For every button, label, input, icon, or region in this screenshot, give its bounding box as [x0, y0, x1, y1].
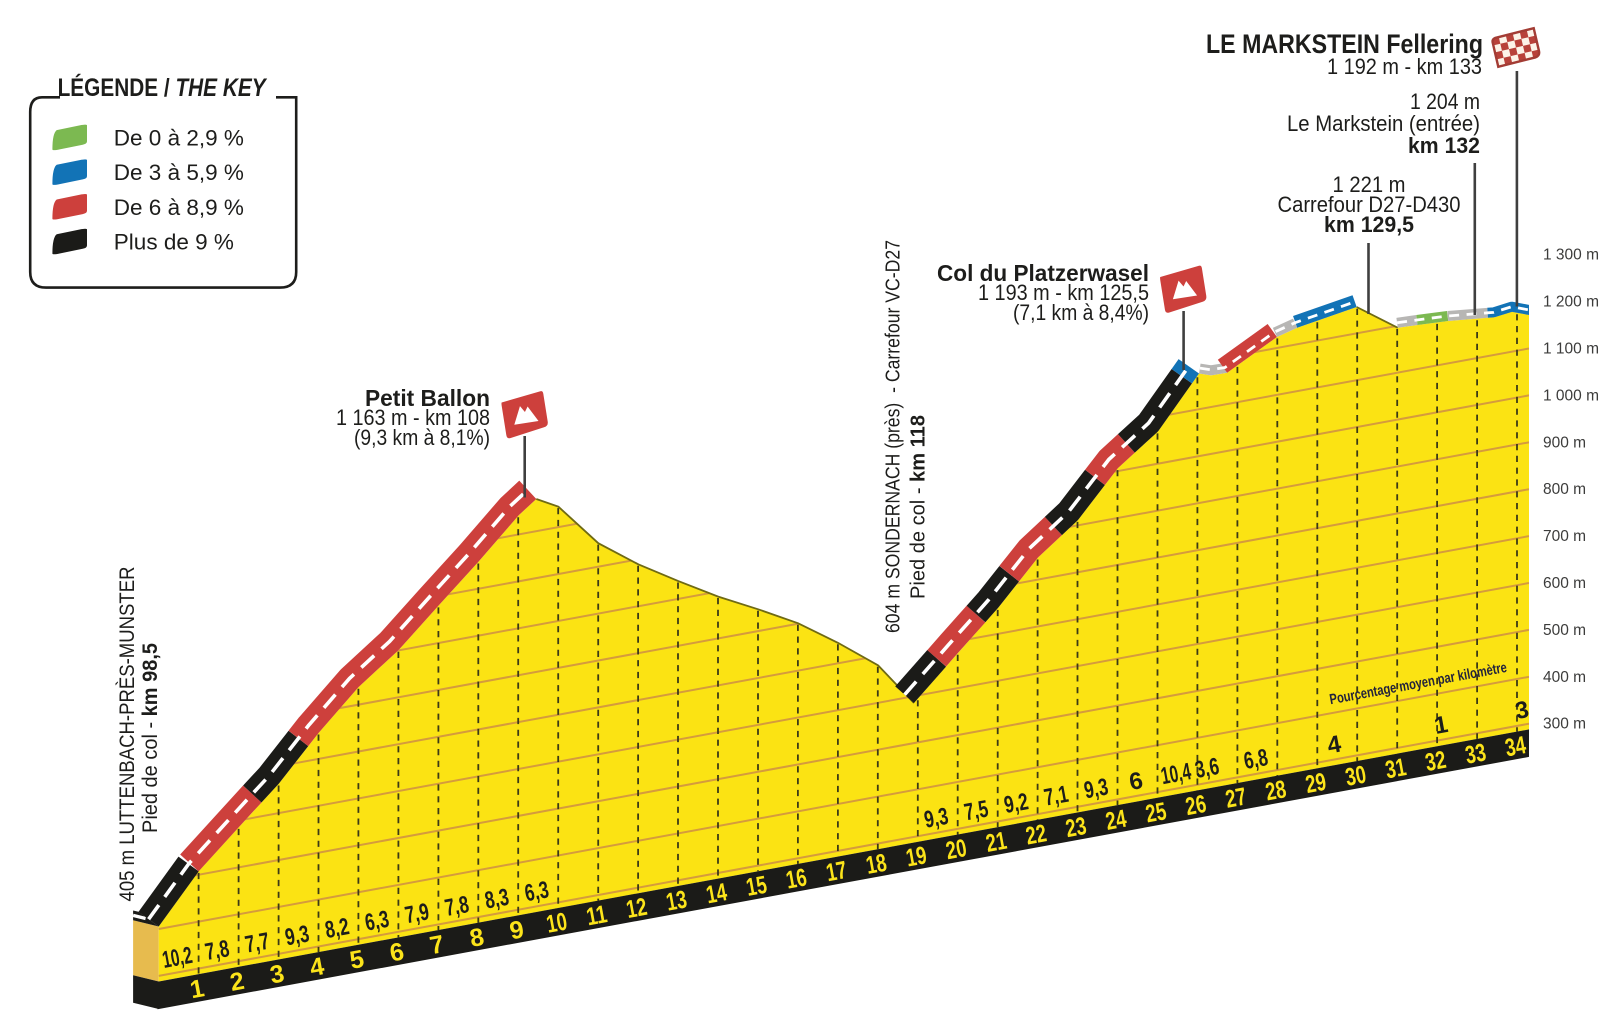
- svg-text:405 m LUTTENBACH-PRÈS-MUNSTER: 405 m LUTTENBACH-PRÈS-MUNSTER: [116, 567, 139, 902]
- svg-text:6,8: 6,8: [1242, 744, 1270, 775]
- svg-text:34: 34: [1503, 731, 1528, 762]
- svg-text:km 129,5: km 129,5: [1324, 212, 1414, 237]
- svg-text:26: 26: [1183, 790, 1208, 821]
- svg-text:27: 27: [1223, 783, 1248, 814]
- svg-text:16: 16: [784, 863, 809, 894]
- svg-text:Le Markstein (entrée): Le Markstein (entrée): [1287, 111, 1480, 136]
- svg-text:10,2: 10,2: [160, 942, 194, 974]
- svg-text:6,3: 6,3: [523, 876, 551, 907]
- svg-text:3: 3: [268, 960, 287, 990]
- svg-text:10: 10: [544, 908, 569, 939]
- svg-text:Pied de col - km 98,5: Pied de col - km 98,5: [139, 643, 162, 833]
- svg-text:De 3 à 5,9 %: De 3 à 5,9 %: [114, 160, 244, 185]
- svg-text:4: 4: [1325, 730, 1344, 759]
- svg-text:18: 18: [864, 849, 889, 880]
- svg-text:Plus de 9 %: Plus de 9 %: [114, 230, 234, 255]
- svg-text:8: 8: [467, 923, 486, 953]
- svg-text:3,6: 3,6: [1193, 753, 1221, 784]
- svg-text:7,8: 7,8: [443, 891, 471, 922]
- svg-text:400 m: 400 m: [1543, 669, 1586, 686]
- svg-text:1 000 m: 1 000 m: [1543, 387, 1599, 404]
- svg-text:De 0 à 2,9 %: De 0 à 2,9 %: [114, 125, 244, 150]
- svg-text:1: 1: [1432, 711, 1450, 740]
- svg-text:9: 9: [507, 915, 526, 945]
- svg-text:7,7: 7,7: [243, 928, 271, 959]
- svg-text:1: 1: [188, 974, 207, 1004]
- svg-text:800 m: 800 m: [1543, 481, 1586, 498]
- svg-text:7,9: 7,9: [403, 898, 431, 929]
- svg-text:(7,1 km à 8,4%): (7,1 km à 8,4%): [1013, 300, 1149, 325]
- svg-text:33: 33: [1463, 738, 1488, 769]
- svg-text:Pied de col - km 118: Pied de col - km 118: [908, 415, 930, 599]
- svg-text:29: 29: [1303, 768, 1328, 799]
- svg-text:9,3: 9,3: [283, 920, 311, 951]
- svg-text:km 132: km 132: [1408, 133, 1480, 158]
- svg-text:24: 24: [1103, 805, 1128, 836]
- svg-text:6,3: 6,3: [363, 906, 391, 937]
- svg-text:8,3: 8,3: [483, 884, 511, 915]
- svg-text:6: 6: [1127, 767, 1145, 796]
- svg-text:1 221 m: 1 221 m: [1333, 172, 1406, 197]
- svg-text:Col du Platzerwasel: Col du Platzerwasel: [937, 260, 1149, 286]
- svg-text:1 200 m: 1 200 m: [1543, 294, 1599, 311]
- svg-text:De 6 à 8,9 %: De 6 à 8,9 %: [114, 195, 244, 220]
- svg-text:1 204 m: 1 204 m: [1410, 89, 1480, 114]
- svg-text:9,3: 9,3: [922, 803, 950, 834]
- svg-text:30: 30: [1343, 761, 1368, 792]
- svg-text:25: 25: [1143, 797, 1168, 828]
- svg-text:22: 22: [1024, 819, 1049, 850]
- svg-text:15: 15: [744, 871, 769, 902]
- svg-text:20: 20: [944, 834, 969, 865]
- svg-text:23: 23: [1063, 812, 1088, 843]
- svg-text:17: 17: [824, 856, 849, 887]
- svg-text:LE MARKSTEIN Fellering: LE MARKSTEIN Fellering: [1206, 29, 1483, 59]
- svg-text:1 193 m - km 125,5: 1 193 m - km 125,5: [978, 280, 1149, 305]
- svg-text:5: 5: [348, 945, 367, 975]
- svg-text:700 m: 700 m: [1543, 528, 1586, 545]
- svg-text:Carrefour D27-D430: Carrefour D27-D430: [1278, 192, 1461, 217]
- svg-text:1 100 m: 1 100 m: [1543, 341, 1599, 358]
- svg-text:11: 11: [584, 900, 609, 931]
- svg-text:31: 31: [1383, 753, 1408, 784]
- svg-text:900 m: 900 m: [1543, 434, 1586, 451]
- svg-text:8,2: 8,2: [323, 913, 351, 944]
- svg-text:7: 7: [428, 930, 447, 960]
- svg-text:21: 21: [984, 827, 1009, 858]
- svg-text:12: 12: [624, 893, 649, 924]
- svg-text:28: 28: [1263, 775, 1288, 806]
- svg-text:(9,3 km à 8,1%): (9,3 km à 8,1%): [354, 425, 490, 450]
- svg-text:32: 32: [1423, 746, 1448, 777]
- svg-text:600 m: 600 m: [1543, 575, 1586, 592]
- svg-text:1 163 m - km 108: 1 163 m - km 108: [336, 405, 490, 430]
- svg-text:7,8: 7,8: [203, 935, 231, 966]
- svg-text:LÉGENDE / THE KEY: LÉGENDE / THE KEY: [58, 73, 268, 102]
- svg-text:1 192 m - km 133: 1 192 m - km 133: [1327, 54, 1482, 79]
- svg-text:7,1: 7,1: [1042, 781, 1070, 812]
- svg-text:2: 2: [228, 967, 247, 997]
- svg-text:9,3: 9,3: [1082, 773, 1110, 804]
- svg-text:14: 14: [704, 878, 729, 909]
- svg-text:3: 3: [1513, 696, 1531, 725]
- svg-text:13: 13: [664, 885, 689, 916]
- svg-text:4: 4: [308, 952, 327, 982]
- svg-text:604 m SONDERNACH (près) - Car: 604 m SONDERNACH (près) - Carrefour VC-D…: [882, 240, 905, 633]
- svg-text:6: 6: [388, 938, 407, 968]
- svg-text:Petit Ballon: Petit Ballon: [365, 385, 490, 411]
- svg-text:7,5: 7,5: [962, 795, 990, 826]
- svg-text:500 m: 500 m: [1543, 622, 1586, 639]
- svg-text:10,4: 10,4: [1159, 758, 1194, 790]
- svg-text:19: 19: [904, 841, 929, 872]
- svg-text:300 m: 300 m: [1543, 716, 1586, 733]
- svg-text:9,2: 9,2: [1002, 788, 1030, 819]
- svg-text:1 300 m: 1 300 m: [1543, 247, 1599, 264]
